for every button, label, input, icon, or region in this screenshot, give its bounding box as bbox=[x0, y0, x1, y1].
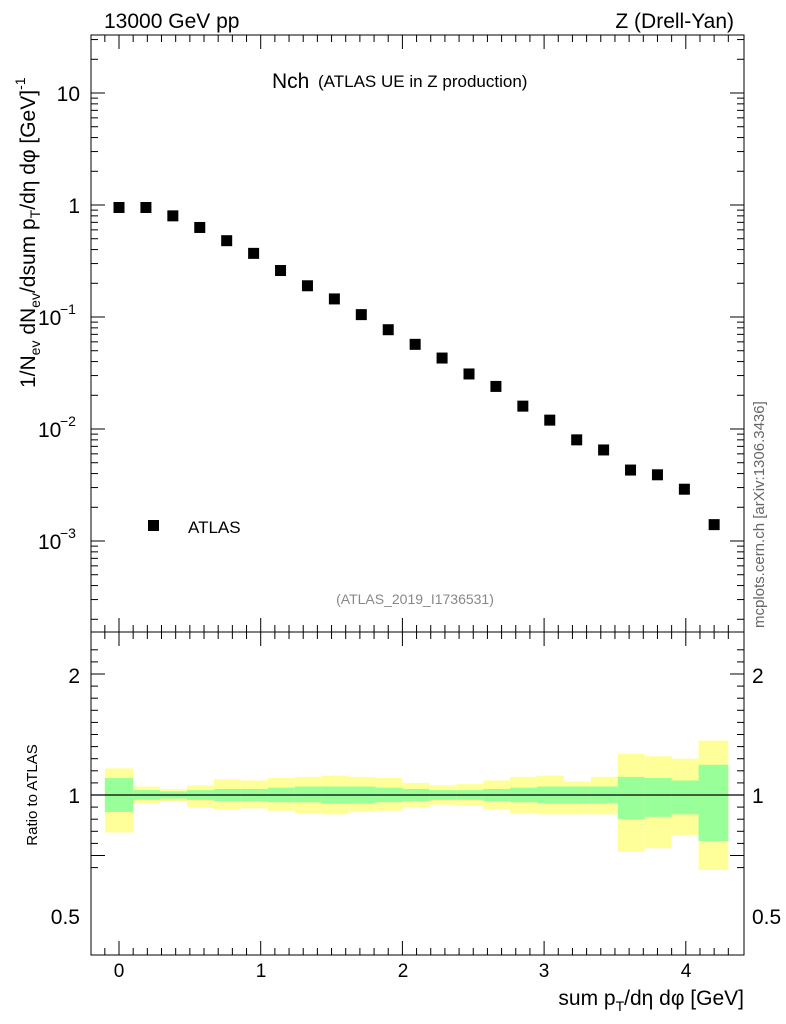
inner-band-bin bbox=[644, 778, 672, 817]
data-point bbox=[301, 280, 313, 292]
main-subtitle: (ATLAS UE in Z production) bbox=[318, 72, 527, 91]
legend-marker bbox=[148, 520, 159, 531]
xtick-label-1: 1 bbox=[256, 961, 267, 982]
data-point bbox=[382, 324, 394, 336]
legend-label: ATLAS bbox=[188, 518, 241, 537]
ratio-bands bbox=[104, 740, 729, 871]
energy-label: 13000 GeV pp bbox=[104, 10, 239, 33]
ytick-label-10: 10 bbox=[57, 83, 80, 106]
data-point bbox=[571, 434, 583, 446]
data-point bbox=[248, 247, 260, 259]
inner-band-bin bbox=[698, 764, 729, 841]
data-point bbox=[598, 444, 610, 456]
ratio-ytick-label-0.5-right: 0.5 bbox=[752, 906, 781, 929]
data-point bbox=[708, 519, 720, 531]
xtick-label-2: 2 bbox=[398, 961, 409, 982]
ytick-label-0.01: 10 −2 bbox=[38, 413, 76, 442]
data-point bbox=[651, 469, 663, 481]
data-points bbox=[113, 201, 720, 531]
side-label: mcplots.cern.ch [arXiv:1306.3436] bbox=[751, 401, 768, 628]
data-point bbox=[490, 380, 502, 392]
inner-band-bin bbox=[671, 780, 699, 815]
data-point bbox=[167, 210, 179, 222]
data-point bbox=[409, 338, 421, 350]
xtick-label-0: 0 bbox=[114, 961, 125, 982]
xtick-labels: 0 1 2 3 4 bbox=[114, 961, 692, 982]
ratio-ylabel: Ratio to ATLAS bbox=[24, 744, 41, 845]
svg-text:10: 10 bbox=[38, 419, 61, 442]
data-point bbox=[436, 352, 448, 364]
main-title: Nch bbox=[272, 70, 309, 93]
data-point bbox=[625, 464, 637, 476]
process-label: Z (Drell-Yan) bbox=[615, 10, 734, 33]
inner-band-bin bbox=[294, 786, 322, 803]
xtick-label-4: 4 bbox=[681, 961, 692, 982]
ytick-label-0.1: 10 −1 bbox=[38, 301, 76, 330]
data-point bbox=[221, 235, 233, 247]
svg-text:1/Nev dNev/dsum pT/dη dφ [GeV: 1/Nev dNev/dsum pT/dη dφ [GeV]-1 bbox=[12, 77, 43, 388]
ratio-plot-frame bbox=[90, 631, 745, 956]
data-point bbox=[275, 265, 287, 277]
ratio-ytick-label-1: 1 bbox=[68, 785, 80, 808]
data-point bbox=[517, 400, 529, 412]
ratio-ytick-label-1-right: 1 bbox=[752, 785, 764, 808]
ratio-ytick-label-2: 2 bbox=[68, 665, 80, 688]
xtick-label-3: 3 bbox=[539, 961, 550, 982]
svg-text:sum pT/dη dφ [GeV]: sum pT/dη dφ [GeV] bbox=[558, 987, 744, 1014]
data-point bbox=[355, 309, 367, 321]
data-point bbox=[194, 221, 206, 233]
data-point bbox=[113, 201, 125, 213]
data-point bbox=[140, 201, 152, 213]
xaxis-label: sum pT/dη dφ [GeV] bbox=[558, 987, 744, 1014]
main-plot-frame bbox=[90, 34, 745, 633]
ratio-ytick-label-0.5: 0.5 bbox=[51, 906, 80, 929]
inner-band-bin bbox=[617, 776, 645, 820]
svg-text:−3: −3 bbox=[60, 525, 76, 541]
ratio-plot: 2 1 0.5 2 1 0.5 Ratio to ATLAS bbox=[24, 631, 781, 956]
main-axis-ticks bbox=[91, 35, 744, 632]
ytick-label-0.001: 10 −3 bbox=[38, 525, 76, 554]
ratio-ytick-label-2-right: 2 bbox=[752, 665, 764, 688]
svg-text:10: 10 bbox=[38, 531, 61, 554]
main-ytick-labels: 10 1 10 −1 10 −2 10 −3 bbox=[38, 83, 80, 554]
data-point bbox=[328, 293, 340, 305]
ytick-label-1: 1 bbox=[68, 195, 80, 218]
data-point bbox=[463, 368, 475, 380]
main-plot: Nch (ATLAS UE in Z production) ATLAS (AT… bbox=[12, 34, 745, 633]
ratio-axis-ticks bbox=[91, 632, 744, 955]
svg-text:10: 10 bbox=[38, 307, 61, 330]
main-ylabel: 1/Nev dNev/dsum pT/dη dφ [GeV]-1 bbox=[12, 77, 43, 388]
analysis-id: (ATLAS_2019_I1736531) bbox=[336, 591, 494, 607]
svg-text:−1: −1 bbox=[60, 301, 76, 317]
data-point bbox=[678, 483, 690, 495]
data-point bbox=[544, 414, 556, 426]
svg-text:−2: −2 bbox=[60, 413, 76, 429]
